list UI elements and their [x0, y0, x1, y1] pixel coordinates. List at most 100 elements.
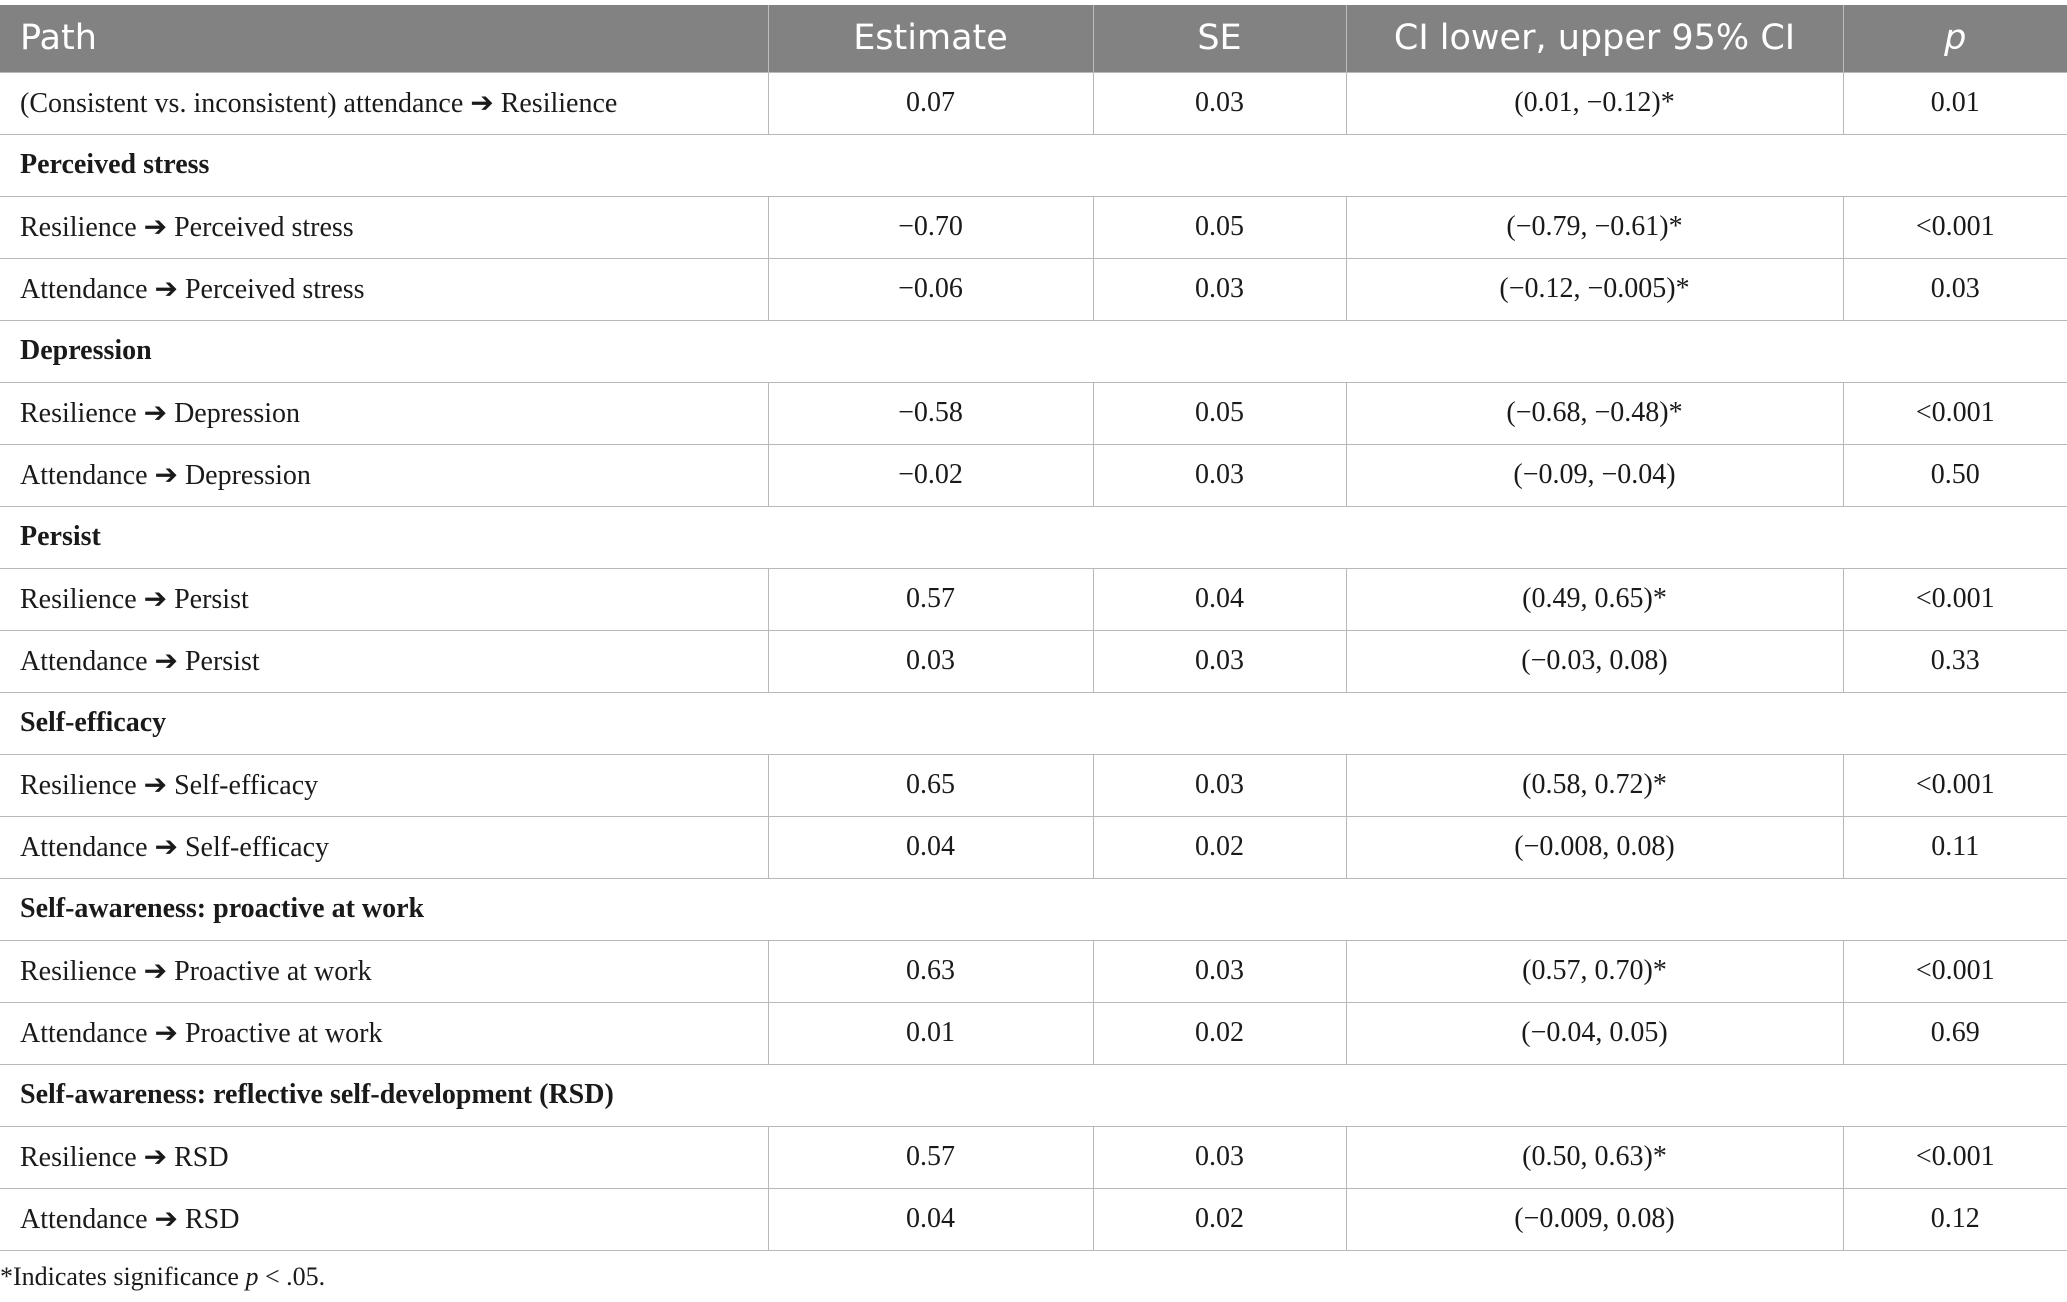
path-cell: Attendance ➔ Self-efficacy: [0, 815, 769, 879]
section-header-row: Self-awareness: reflective self-developm…: [0, 1063, 2067, 1127]
header-p: p: [1944, 18, 1967, 59]
results-table: Path Estimate SE CI lower, upper 95% CI …: [0, 5, 2067, 1251]
estimate-cell: 0.07: [767, 71, 1094, 135]
se-cell: 0.02: [1092, 1001, 1347, 1065]
estimate-cell: −0.02: [767, 443, 1094, 507]
section-label: Perceived stress: [0, 133, 2067, 197]
section-header-row: Self-awareness: proactive at work: [0, 877, 2067, 941]
se-cell: 0.03: [1092, 1125, 1347, 1189]
ci-cell: (−0.68, −0.48)*: [1345, 381, 1844, 445]
p-value-cell: <0.001: [1842, 1125, 2067, 1189]
ci-cell: (−0.04, 0.05): [1345, 1001, 1844, 1065]
section-label: Depression: [0, 319, 2067, 383]
estimate-cell: −0.58: [767, 381, 1094, 445]
table-footnote: *Indicates significance p < .05.: [0, 1262, 325, 1292]
footnote-prefix: *Indicates significance: [0, 1262, 246, 1291]
se-cell: 0.04: [1092, 567, 1347, 631]
p-value-cell: <0.001: [1842, 381, 2067, 445]
p-value-cell: 0.03: [1842, 257, 2067, 321]
ci-cell: (−0.009, 0.08): [1345, 1187, 1844, 1251]
path-cell: Resilience ➔ Proactive at work: [0, 939, 769, 1003]
table-header-row: Path Estimate SE CI lower, upper 95% CI …: [0, 5, 2067, 72]
section-label: Self-awareness: reflective self-developm…: [0, 1063, 2067, 1127]
table-row: Attendance ➔ RSD 0.04 0.02 (−0.009, 0.08) 0.…: [0, 1187, 2067, 1251]
path-cell: Attendance ➔ Perceived stress: [0, 257, 769, 321]
se-cell: 0.05: [1092, 381, 1347, 445]
se-cell: 0.02: [1092, 1187, 1347, 1251]
header-se: SE: [1093, 5, 1347, 72]
section-label: Persist: [0, 505, 2067, 569]
ci-cell: (−0.03, 0.08): [1345, 629, 1844, 693]
path-cell: Attendance ➔ Proactive at work: [0, 1001, 769, 1065]
table-row: Resilience ➔ Depression −0.58 0.05 (−0.68, …: [0, 381, 2067, 445]
path-cell: Resilience ➔ Perceived stress: [0, 195, 769, 259]
section-header-row: Persist: [0, 505, 2067, 569]
estimate-cell: 0.04: [767, 1187, 1094, 1251]
table-row: Attendance ➔ Self-efficacy 0.04 0.02 (−0.00…: [0, 815, 2067, 879]
header-estimate: Estimate: [768, 5, 1094, 72]
table-row: Resilience ➔ Self-efficacy 0.65 0.03 (0.58,…: [0, 753, 2067, 817]
ci-cell: (−0.09, −0.04): [1345, 443, 1844, 507]
estimate-cell: 0.57: [767, 567, 1094, 631]
path-cell: Attendance ➔ RSD: [0, 1187, 769, 1251]
p-value-cell: <0.001: [1842, 753, 2067, 817]
footnote-suffix: < .05.: [258, 1262, 326, 1291]
p-value-cell: 0.12: [1842, 1187, 2067, 1251]
se-cell: 0.03: [1092, 629, 1347, 693]
path-cell: Resilience ➔ RSD: [0, 1125, 769, 1189]
estimate-cell: −0.70: [767, 195, 1094, 259]
table-row: Resilience ➔ RSD 0.57 0.03 (0.50, 0.63)* <0.…: [0, 1125, 2067, 1189]
path-cell: Attendance ➔ Depression: [0, 443, 769, 507]
se-cell: 0.03: [1092, 257, 1347, 321]
se-cell: 0.02: [1092, 815, 1347, 879]
section-label: Self-awareness: proactive at work: [0, 877, 2067, 941]
estimate-cell: 0.04: [767, 815, 1094, 879]
p-value-cell: <0.001: [1842, 195, 2067, 259]
p-value-cell: 0.33: [1842, 629, 2067, 693]
se-cell: 0.03: [1092, 443, 1347, 507]
footnote-p-variable: p: [245, 1262, 259, 1291]
p-value-cell: <0.001: [1842, 567, 2067, 631]
path-cell: Resilience ➔ Self-efficacy: [0, 753, 769, 817]
table-row: Attendance ➔ Persist 0.03 0.03 (−0.03, 0.08…: [0, 629, 2067, 693]
ci-cell: (0.01, −0.12)*: [1345, 71, 1844, 135]
header-ci: CI lower, upper 95% CI: [1346, 5, 1844, 72]
p-value-cell: 0.50: [1842, 443, 2067, 507]
header-path: Path: [0, 5, 769, 72]
section-header-row: Depression: [0, 319, 2067, 383]
estimate-cell: 0.01: [767, 1001, 1094, 1065]
estimate-cell: −0.06: [767, 257, 1094, 321]
section-header-row: Perceived stress: [0, 133, 2067, 197]
ci-cell: (0.58, 0.72)*: [1345, 753, 1844, 817]
p-value-cell: 0.11: [1842, 815, 2067, 879]
p-value-cell: 0.69: [1842, 1001, 2067, 1065]
se-cell: 0.05: [1092, 195, 1347, 259]
estimate-cell: 0.63: [767, 939, 1094, 1003]
p-value-cell: <0.001: [1842, 939, 2067, 1003]
table-row: Resilience ➔ Persist 0.57 0.04 (0.49, 0.65)…: [0, 567, 2067, 631]
table-row: Attendance ➔ Proactive at work 0.01 0.02 (−…: [0, 1001, 2067, 1065]
section-label: Self-efficacy: [0, 691, 2067, 755]
p-value-cell: 0.01: [1842, 71, 2067, 135]
section-header-row: Self-efficacy: [0, 691, 2067, 755]
estimate-cell: 0.03: [767, 629, 1094, 693]
ci-cell: (0.57, 0.70)*: [1345, 939, 1844, 1003]
table-body: (Consistent vs. inconsistent) attendance…: [0, 71, 2067, 1251]
path-cell: Resilience ➔ Depression: [0, 381, 769, 445]
path-cell: Attendance ➔ Persist: [0, 629, 769, 693]
se-cell: 0.03: [1092, 71, 1347, 135]
estimate-cell: 0.65: [767, 753, 1094, 817]
table-row: Resilience ➔ Proactive at work 0.63 0.03 (0…: [0, 939, 2067, 1003]
path-cell: Resilience ➔ Persist: [0, 567, 769, 631]
results-table-container: Path Estimate SE CI lower, upper 95% CI …: [0, 5, 2067, 1251]
ci-cell: (0.49, 0.65)*: [1345, 567, 1844, 631]
ci-cell: (0.50, 0.63)*: [1345, 1125, 1844, 1189]
ci-cell: (−0.79, −0.61)*: [1345, 195, 1844, 259]
table-row: (Consistent vs. inconsistent) attendance…: [0, 71, 2067, 135]
ci-cell: (−0.12, −0.005)*: [1345, 257, 1844, 321]
table-row: Attendance ➔ Perceived stress −0.06 0.03 (−…: [0, 257, 2067, 321]
path-cell: (Consistent vs. inconsistent) attendance…: [0, 71, 769, 135]
table-row: Attendance ➔ Depression −0.02 0.03 (−0.09, …: [0, 443, 2067, 507]
ci-cell: (−0.008, 0.08): [1345, 815, 1844, 879]
estimate-cell: 0.57: [767, 1125, 1094, 1189]
